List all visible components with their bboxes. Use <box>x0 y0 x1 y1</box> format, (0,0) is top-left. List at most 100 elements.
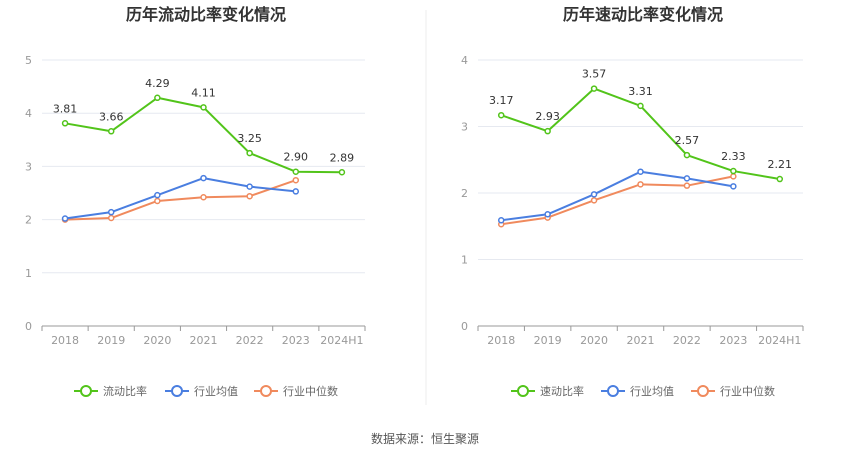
data-point <box>730 183 737 190</box>
data-point <box>730 173 737 180</box>
data-point <box>200 174 207 182</box>
data-label: 2.21 <box>768 158 793 171</box>
x-tick-label: 2022 <box>236 334 264 347</box>
data-point <box>497 217 505 224</box>
data-label: 2.89 <box>330 151 355 164</box>
legend-label: 行业均值 <box>194 385 238 398</box>
data-point <box>590 191 598 198</box>
y-tick-label: 4 <box>461 54 468 67</box>
data-label: 3.57 <box>582 68 607 81</box>
data-point <box>200 104 207 111</box>
data-label: 3.31 <box>628 85 653 98</box>
data-point <box>154 94 161 102</box>
legend-marker-icon <box>80 385 92 397</box>
y-tick-label: 2 <box>461 187 468 200</box>
data-point <box>338 169 346 176</box>
data-label: 3.25 <box>237 132 262 145</box>
y-tick-label: 1 <box>461 254 468 267</box>
legend-item[interactable]: 行业均值 <box>165 385 238 398</box>
legend-label: 流动比率 <box>103 384 147 398</box>
series-line <box>500 87 780 181</box>
y-tick-label: 5 <box>25 54 32 67</box>
data-point <box>497 111 505 119</box>
series-line <box>501 170 734 222</box>
data-point <box>637 181 644 188</box>
current-ratio-chart: 历年流动比率变化情况 0 1 2 3 4 5 2018 2019 2020 2021 2022 2023… <box>25 5 366 398</box>
y-tick-label: 0 <box>25 320 32 333</box>
y-tick-label: 4 <box>25 107 32 120</box>
legend-item[interactable]: 速动比率 <box>511 384 584 398</box>
legend-label: 行业均值 <box>630 385 674 398</box>
legend-item[interactable]: 流动比率 <box>74 384 147 398</box>
data-point <box>730 167 737 175</box>
quick-ratio-chart: 历年速动比率变化情况 0 1 2 3 4 2018 2019 2020 2021 2022 2023 2… <box>461 5 804 398</box>
data-point <box>107 208 115 216</box>
data-point <box>637 102 644 110</box>
data-point <box>544 127 551 135</box>
data-label: 4.11 <box>191 86 216 99</box>
y-tick-label: 3 <box>25 160 32 173</box>
data-point <box>683 151 691 159</box>
data-point <box>107 128 115 135</box>
y-tick-label: 3 <box>461 121 468 134</box>
x-tick-label: 2024H1 <box>320 334 363 347</box>
legend-label: 行业中位数 <box>720 384 775 398</box>
data-label: 4.29 <box>145 77 170 90</box>
legend-label: 行业中位数 <box>283 384 338 398</box>
data-point <box>776 175 784 183</box>
y-tick-label: 0 <box>461 320 468 333</box>
data-label: 3.17 <box>489 94 514 107</box>
y-tick-label: 2 <box>25 214 32 227</box>
data-label: 3.66 <box>99 110 124 123</box>
legend-marker-icon <box>697 385 709 397</box>
data-point <box>200 194 207 201</box>
x-tick-label: 2019 <box>534 334 562 347</box>
x-tick-label: 2024H1 <box>758 334 801 347</box>
data-point <box>107 214 115 222</box>
data-point <box>590 85 598 92</box>
x-tick-label: 2021 <box>627 334 655 347</box>
x-tick-label: 2018 <box>51 334 79 347</box>
data-point <box>61 120 69 127</box>
series-line <box>64 177 296 220</box>
x-tick-label: 2023 <box>719 334 747 347</box>
legend-marker-icon <box>260 385 272 397</box>
x-tick-label: 2022 <box>673 334 701 347</box>
legend-marker-icon <box>517 385 529 397</box>
data-point <box>292 176 300 184</box>
legend-marker-icon <box>607 385 619 397</box>
data-label: 2.57 <box>675 134 700 147</box>
x-tick-label: 2018 <box>487 334 515 347</box>
data-point <box>246 149 253 157</box>
chart-title: 历年速动比率变化情况 <box>563 5 723 24</box>
legend-item[interactable]: 行业均值 <box>601 385 674 398</box>
data-point <box>292 168 300 175</box>
data-point <box>154 197 161 205</box>
data-point <box>292 188 300 195</box>
data-point <box>154 191 161 199</box>
data-label: 2.93 <box>535 110 560 123</box>
data-point <box>61 215 69 222</box>
data-point <box>683 175 691 182</box>
x-tick-label: 2019 <box>97 334 125 347</box>
data-point <box>246 192 253 200</box>
data-label: 2.90 <box>284 151 309 164</box>
data-point <box>544 211 551 218</box>
legend-marker-icon <box>171 385 183 397</box>
data-point <box>683 182 691 189</box>
data-point <box>637 168 644 175</box>
x-tick-label: 2021 <box>190 334 218 347</box>
series-line <box>65 179 297 221</box>
y-tick-label: 1 <box>25 267 32 280</box>
data-label: 2.33 <box>721 150 746 163</box>
data-point <box>246 183 253 190</box>
legend-item[interactable]: 行业中位数 <box>254 384 338 398</box>
legend-label: 速动比率 <box>540 384 584 398</box>
x-tick-label: 2020 <box>143 334 171 347</box>
series-line <box>501 175 734 226</box>
data-point <box>590 197 598 204</box>
legend-item[interactable]: 行业中位数 <box>691 384 775 398</box>
chart-title: 历年流动比率变化情况 <box>126 5 286 24</box>
data-source: 数据来源：恒生聚源 <box>371 431 479 446</box>
